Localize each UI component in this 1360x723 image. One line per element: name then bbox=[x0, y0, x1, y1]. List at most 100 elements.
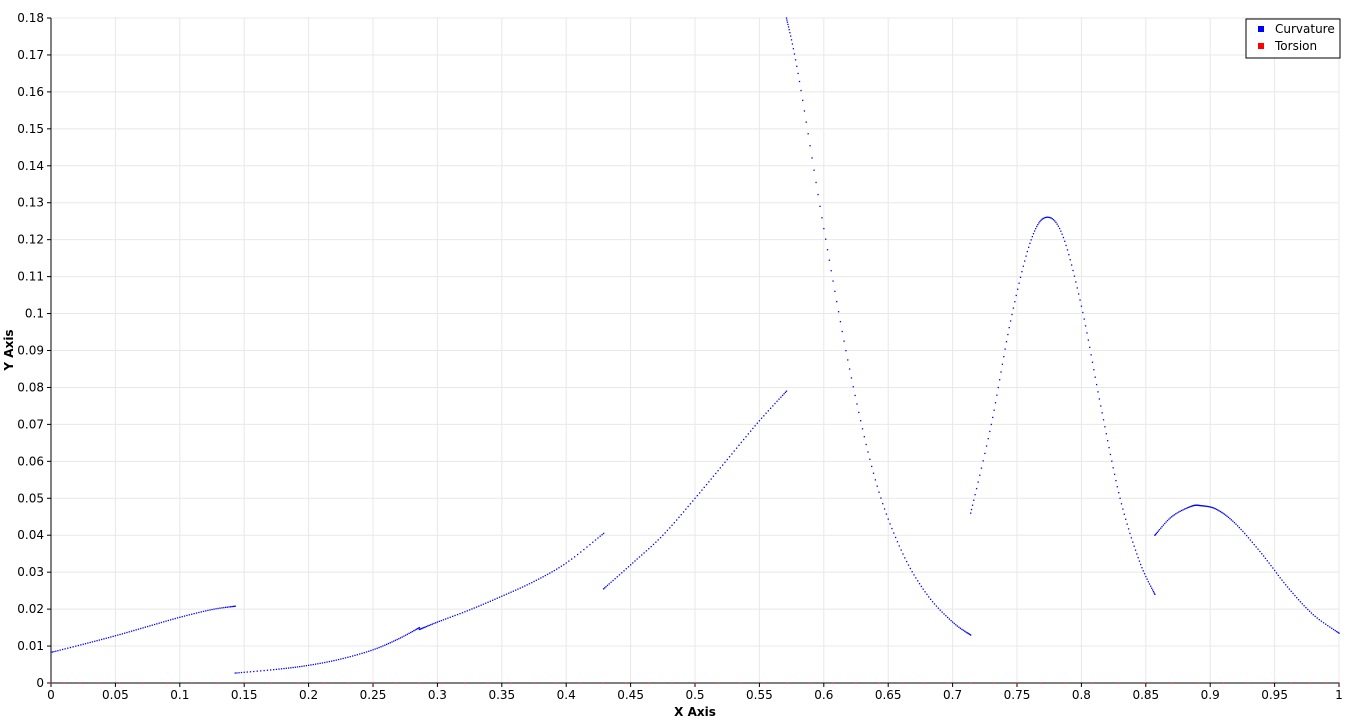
data-point-curvature bbox=[817, 193, 819, 196]
data-point-curvature bbox=[872, 472, 875, 474]
data-point-curvature bbox=[1336, 630, 1338, 633]
data-point-curvature bbox=[786, 19, 788, 21]
data-point-curvature bbox=[703, 486, 705, 489]
y-tick-label: 0.03 bbox=[17, 565, 44, 579]
data-point-curvature bbox=[1187, 506, 1190, 509]
data-point-curvature bbox=[1245, 534, 1248, 537]
data-point-curvature bbox=[1030, 239, 1032, 241]
data-point-curvature bbox=[937, 607, 939, 609]
data-point-curvature bbox=[826, 249, 829, 251]
data-point-curvature bbox=[1132, 541, 1134, 543]
data-point-curvature bbox=[969, 633, 971, 636]
data-point-curvature bbox=[156, 623, 158, 625]
data-point-curvature bbox=[784, 391, 787, 394]
data-point-curvature bbox=[53, 651, 55, 653]
data-point-torsion bbox=[191, 682, 193, 684]
data-point-curvature bbox=[669, 527, 671, 529]
data-point-curvature bbox=[82, 643, 84, 645]
data-point-curvature bbox=[560, 565, 563, 567]
data-point-curvature bbox=[1338, 632, 1340, 634]
data-point-torsion bbox=[464, 682, 466, 684]
data-point-curvature bbox=[682, 511, 685, 513]
data-point-curvature bbox=[149, 625, 151, 627]
data-point-curvature bbox=[1040, 219, 1042, 221]
data-point-curvature bbox=[655, 541, 657, 543]
data-point-curvature bbox=[657, 539, 659, 541]
y-tick-label: 0.12 bbox=[17, 233, 44, 247]
data-point-torsion bbox=[487, 682, 489, 684]
data-point-curvature bbox=[802, 99, 804, 102]
data-point-curvature bbox=[273, 669, 275, 671]
data-point-curvature bbox=[1033, 230, 1036, 232]
data-point-curvature bbox=[1042, 217, 1044, 220]
data-point-curvature bbox=[909, 567, 911, 570]
data-point-curvature bbox=[421, 627, 423, 630]
data-point-curvature bbox=[480, 604, 482, 606]
data-point-curvature bbox=[911, 571, 913, 573]
data-point-curvature bbox=[310, 664, 312, 666]
data-point-curvature bbox=[1204, 505, 1206, 507]
data-point-curvature bbox=[803, 110, 806, 112]
data-point-curvature bbox=[687, 505, 689, 508]
data-point-curvature bbox=[1169, 517, 1171, 519]
data-point-curvature bbox=[1162, 524, 1165, 526]
data-point-curvature bbox=[1157, 530, 1160, 532]
data-point-curvature bbox=[101, 638, 103, 641]
data-point-curvature bbox=[848, 368, 851, 370]
data-point-curvature bbox=[685, 508, 687, 510]
data-point-curvature bbox=[1179, 510, 1181, 512]
data-point-curvature bbox=[1095, 383, 1098, 386]
data-point-curvature bbox=[354, 654, 356, 657]
data-point-curvature bbox=[731, 453, 733, 455]
data-point-curvature bbox=[1288, 588, 1291, 590]
data-point-curvature bbox=[719, 467, 721, 469]
data-point-curvature bbox=[847, 359, 849, 361]
legend-item-curvature[interactable]: Curvature bbox=[1258, 22, 1335, 36]
data-point-curvature bbox=[423, 626, 425, 629]
data-point-curvature bbox=[1026, 250, 1029, 253]
data-point-curvature bbox=[865, 443, 867, 446]
data-point-curvature bbox=[823, 227, 825, 230]
data-point-curvature bbox=[858, 411, 860, 414]
data-point-curvature bbox=[263, 669, 265, 672]
data-point-curvature bbox=[885, 513, 888, 515]
data-point-curvature bbox=[408, 632, 410, 635]
data-point-curvature bbox=[1147, 581, 1149, 583]
data-point-curvature bbox=[107, 636, 110, 639]
data-point-curvature bbox=[240, 671, 243, 674]
data-point-curvature bbox=[1332, 628, 1335, 631]
data-point-curvature bbox=[414, 629, 416, 631]
data-point-curvature bbox=[971, 504, 974, 506]
data-point-torsion bbox=[1016, 682, 1018, 684]
data-point-curvature bbox=[797, 72, 799, 75]
data-point-curvature bbox=[1155, 532, 1158, 535]
legend[interactable]: Curvature Torsion bbox=[1245, 18, 1341, 59]
legend-item-torsion[interactable]: Torsion bbox=[1258, 39, 1317, 53]
data-point-curvature bbox=[1130, 537, 1133, 539]
y-tick-label: 0.11 bbox=[17, 270, 44, 284]
data-point-curvature bbox=[283, 667, 285, 670]
data-point-curvature bbox=[882, 502, 884, 505]
data-point-curvature bbox=[606, 584, 609, 587]
data-point-curvature bbox=[176, 617, 179, 619]
data-point-curvature bbox=[344, 657, 347, 659]
legend-swatch-curvature bbox=[1258, 26, 1264, 32]
data-point-curvature bbox=[602, 588, 605, 590]
data-point-curvature bbox=[974, 494, 976, 496]
data-point-curvature bbox=[678, 516, 680, 519]
data-point-curvature bbox=[970, 508, 973, 511]
data-point-curvature bbox=[689, 503, 692, 505]
data-point-curvature bbox=[1037, 223, 1039, 226]
data-point-curvature bbox=[275, 668, 278, 671]
data-point-curvature bbox=[636, 558, 638, 560]
data-point-curvature bbox=[894, 536, 897, 539]
data-point-curvature bbox=[475, 606, 478, 608]
data-point-curvature bbox=[659, 536, 662, 539]
data-point-curvature bbox=[889, 523, 891, 525]
data-point-curvature bbox=[401, 636, 403, 638]
data-point-torsion bbox=[740, 682, 742, 684]
data-point-curvature bbox=[1125, 518, 1127, 520]
data-point-curvature bbox=[1173, 514, 1175, 516]
data-point-curvature bbox=[489, 600, 491, 602]
data-point-curvature bbox=[570, 558, 573, 560]
